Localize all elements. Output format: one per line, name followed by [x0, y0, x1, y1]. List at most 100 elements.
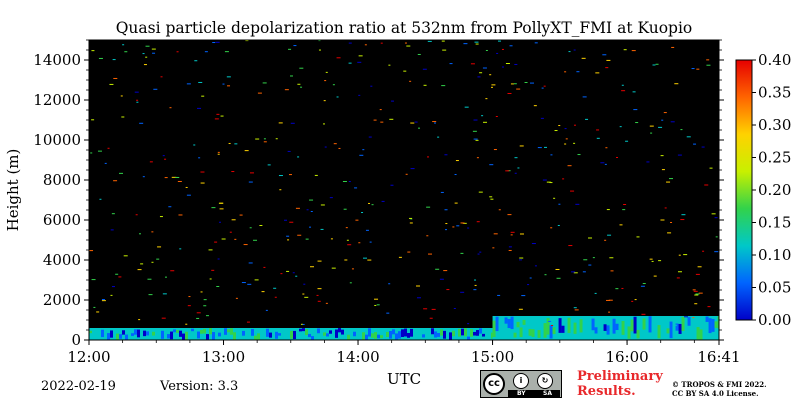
layer-texture — [308, 333, 311, 338]
layer-texture — [479, 328, 482, 334]
noise-speckle — [426, 235, 429, 237]
noise-speckle — [636, 236, 640, 238]
noise-speckle — [519, 257, 524, 259]
colorbar-tick-label: 0.00 — [758, 311, 791, 329]
noise-speckle — [692, 289, 696, 291]
noise-speckle — [460, 222, 465, 224]
noise-speckle — [568, 51, 571, 53]
noise-speckle — [573, 272, 578, 274]
noise-speckle — [110, 294, 113, 296]
noise-speckle — [444, 154, 448, 156]
layer-texture — [212, 332, 215, 340]
noise-speckle — [284, 89, 289, 91]
noise-speckle — [445, 223, 448, 225]
noise-speckle — [197, 107, 202, 109]
noise-speckle — [109, 83, 114, 85]
noise-speckle — [472, 130, 477, 132]
noise-speckle — [507, 92, 512, 94]
noise-speckle — [661, 119, 664, 121]
noise-speckle — [405, 173, 408, 175]
colorbar-tick-label: 0.25 — [758, 149, 791, 167]
noise-speckle — [455, 160, 459, 162]
noise-speckle — [135, 214, 138, 216]
layer-texture — [383, 331, 386, 338]
noise-speckle — [581, 57, 586, 59]
noise-speckle — [175, 176, 180, 178]
layer-texture — [567, 317, 571, 334]
noise-speckle — [151, 48, 156, 50]
layer-texture — [188, 329, 191, 337]
noise-speckle — [147, 278, 152, 280]
noise-speckle — [609, 257, 614, 259]
noise-speckle — [273, 287, 277, 289]
noise-speckle — [692, 317, 695, 319]
noise-speckle — [162, 293, 167, 295]
noise-speckle — [709, 167, 713, 169]
preliminary-line-1: Preliminary — [577, 369, 663, 384]
noise-speckle — [160, 76, 163, 78]
x-tick-label: 13:00 — [202, 348, 245, 366]
noise-speckle — [577, 154, 581, 156]
noise-speckle — [441, 85, 446, 87]
noise-speckle — [646, 161, 650, 163]
layer-texture — [245, 329, 248, 338]
layer-texture — [513, 332, 517, 338]
noise-speckle — [113, 180, 118, 182]
layer-texture — [215, 329, 218, 336]
layer-texture — [495, 316, 499, 332]
layer-texture — [525, 316, 529, 329]
layer-texture — [657, 325, 661, 339]
noise-speckle — [663, 112, 667, 114]
noise-speckle — [212, 42, 216, 44]
noise-speckle — [443, 270, 448, 272]
noise-speckle — [289, 75, 293, 77]
noise-speckle — [473, 138, 478, 140]
layer-texture — [185, 331, 188, 340]
noise-speckle — [678, 254, 681, 256]
noise-speckle — [286, 270, 290, 272]
noise-speckle — [288, 174, 292, 176]
noise-speckle — [140, 263, 144, 265]
noise-speckle — [562, 178, 565, 180]
noise-speckle — [658, 126, 663, 128]
noise-speckle — [704, 184, 709, 186]
noise-speckle — [474, 41, 479, 43]
noise-speckle — [324, 146, 327, 148]
layer-texture — [173, 329, 176, 333]
layer-texture — [717, 316, 719, 329]
noise-speckle — [409, 222, 413, 224]
noise-speckle — [422, 68, 427, 70]
layer-texture — [603, 324, 607, 331]
noise-speckle — [169, 107, 172, 109]
x-tick-label: 16:41 — [697, 348, 740, 366]
layer-texture — [591, 318, 595, 331]
noise-speckle — [286, 235, 290, 237]
layer-texture — [609, 317, 613, 328]
noise-speckle — [540, 117, 544, 119]
layer-texture — [347, 334, 350, 340]
noise-speckle — [198, 157, 201, 159]
layer-texture — [645, 321, 649, 337]
layer-texture — [555, 323, 559, 339]
noise-speckle — [434, 122, 437, 124]
noise-speckle — [573, 124, 576, 126]
noise-speckle — [478, 191, 483, 193]
layer-texture — [221, 334, 224, 338]
layer-texture — [152, 331, 155, 336]
layer-texture — [209, 328, 212, 335]
layer-texture — [636, 329, 640, 339]
noise-speckle — [351, 268, 354, 270]
layer-texture — [131, 333, 134, 336]
noise-speckle — [542, 179, 547, 181]
noise-speckle — [333, 143, 337, 145]
noise-speckle — [363, 257, 368, 259]
noise-speckle — [649, 258, 653, 260]
noise-speckle — [231, 219, 236, 221]
layer-texture — [164, 330, 167, 335]
noise-speckle — [553, 197, 556, 199]
noise-speckle — [367, 259, 372, 261]
noise-speckle — [621, 287, 624, 289]
noise-speckle — [379, 109, 382, 111]
noise-speckle — [497, 294, 501, 296]
noise-speckle — [214, 118, 219, 120]
